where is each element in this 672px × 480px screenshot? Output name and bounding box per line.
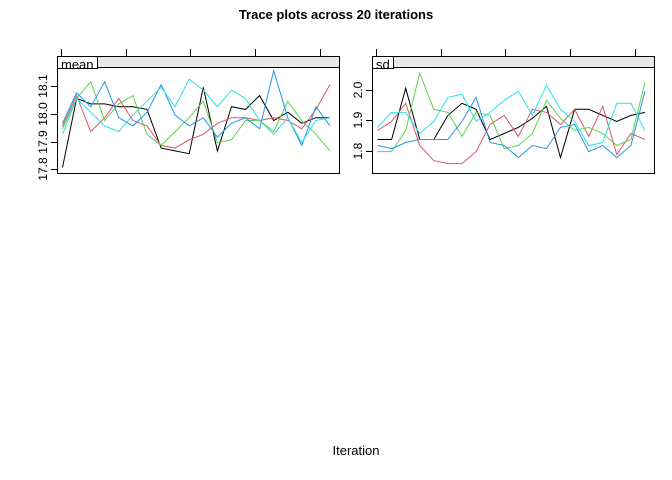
y-tick bbox=[366, 120, 372, 121]
trace-line-chain-blue bbox=[62, 68, 331, 147]
panel-sd-strip-label: sd bbox=[376, 57, 390, 72]
x-tick bbox=[125, 49, 127, 56]
trace-line-chain-red bbox=[62, 84, 331, 149]
x-tick bbox=[376, 49, 378, 56]
x-tick bbox=[255, 49, 257, 56]
y-tick-label: 17.9 bbox=[36, 130, 50, 154]
trace-line-chain-green bbox=[377, 71, 646, 153]
y-tick-label: 2.0 bbox=[351, 81, 365, 99]
y-tick-label: 1.8 bbox=[351, 142, 365, 160]
y-tick bbox=[51, 142, 57, 143]
chart-title: Trace plots across 20 iterations bbox=[238, 7, 434, 22]
trace-line-chain-cyan bbox=[62, 78, 331, 144]
panel-mean-lines bbox=[62, 68, 331, 168]
panel-mean-strip-label: mean bbox=[61, 57, 94, 72]
trace-line-chain-black bbox=[62, 87, 330, 168]
trace-line-chain-blue bbox=[377, 91, 646, 159]
y-tick-label: 18.0 bbox=[36, 102, 50, 126]
x-tick bbox=[505, 49, 507, 56]
y-tick-label: 1.9 bbox=[351, 111, 365, 129]
x-axis-title: Iteration bbox=[332, 443, 380, 458]
y-tick bbox=[366, 90, 372, 91]
panel-sd-strip-label-box: sd bbox=[372, 56, 394, 72]
y-tick-label: 17.8 bbox=[36, 157, 50, 181]
y-tick bbox=[51, 169, 57, 170]
y-tick bbox=[51, 114, 57, 115]
y-tick bbox=[366, 151, 372, 152]
trace-line-chain-cyan bbox=[377, 84, 646, 147]
trace-line-chain-red bbox=[377, 102, 646, 165]
panel-mean-strip-label-box: mean bbox=[57, 56, 98, 72]
x-tick bbox=[570, 49, 572, 56]
x-tick bbox=[61, 49, 63, 56]
x-tick bbox=[190, 49, 192, 56]
panel-sd-plot bbox=[372, 67, 655, 174]
x-tick bbox=[319, 49, 321, 56]
trace-line-chain-green bbox=[62, 80, 331, 152]
panel-sd-lines bbox=[377, 71, 646, 165]
panel-mean-plot bbox=[57, 67, 340, 174]
x-tick bbox=[440, 49, 442, 56]
y-tick-label: 18.1 bbox=[36, 74, 50, 98]
y-tick bbox=[51, 86, 57, 87]
x-tick bbox=[634, 49, 636, 56]
